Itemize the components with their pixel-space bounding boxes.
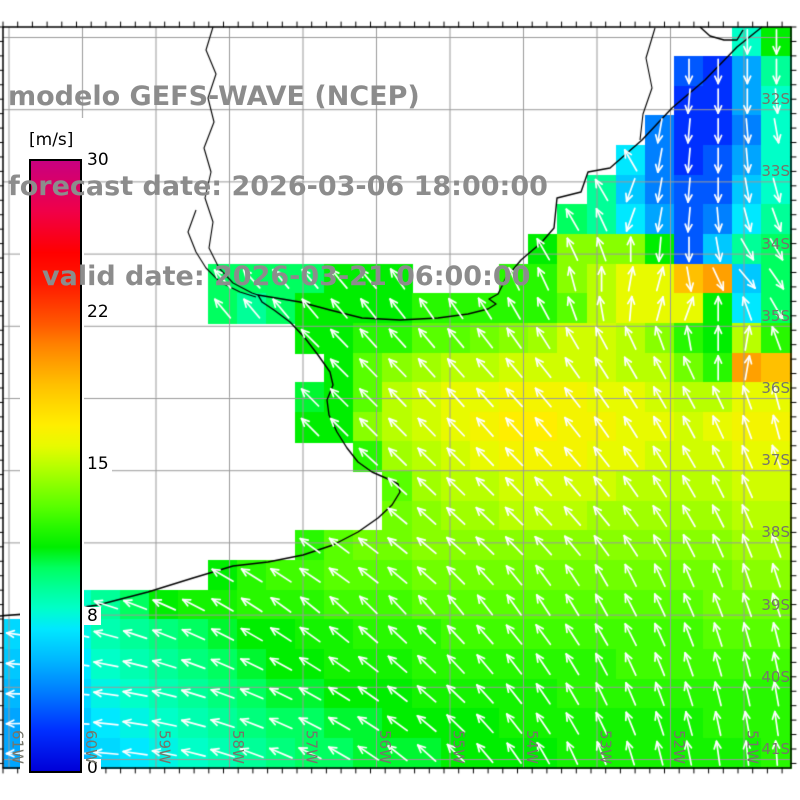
lat-label: 37S — [761, 451, 790, 470]
colorbar-tick-label: 0 — [84, 759, 101, 777]
colorbar — [29, 159, 82, 773]
lat-label: 40S — [761, 667, 790, 686]
lat-label: 33S — [761, 162, 790, 181]
colorbar-units-label: [m/s] — [27, 130, 76, 150]
lon-label: 52W — [670, 730, 688, 764]
lon-label: 61W — [8, 730, 27, 764]
lat-label: 35S — [761, 306, 790, 325]
colorbar-tick-label: 8 — [84, 607, 101, 625]
lat-label: 41S — [761, 740, 790, 758]
lat-label: 32S — [761, 90, 790, 109]
colorbar-tick-label: 22 — [84, 303, 112, 321]
colorbar-tick-label: 15 — [84, 455, 112, 473]
lon-label: 54W — [523, 730, 541, 764]
colorbar-tick-label: 30 — [84, 151, 112, 169]
lon-label: 53W — [596, 730, 615, 764]
lat-label: 38S — [761, 523, 790, 542]
lon-label: 60W — [82, 730, 100, 764]
lon-label: 59W — [155, 730, 174, 764]
lon-label: 58W — [229, 730, 247, 764]
lon-label: 51W — [743, 730, 762, 764]
lon-label: 57W — [302, 730, 321, 764]
lat-label: 36S — [761, 379, 790, 397]
lon-label: 55W — [449, 730, 468, 764]
lat-label: 34S — [761, 234, 790, 253]
lat-label: 39S — [761, 595, 790, 614]
lon-label: 56W — [376, 730, 394, 764]
